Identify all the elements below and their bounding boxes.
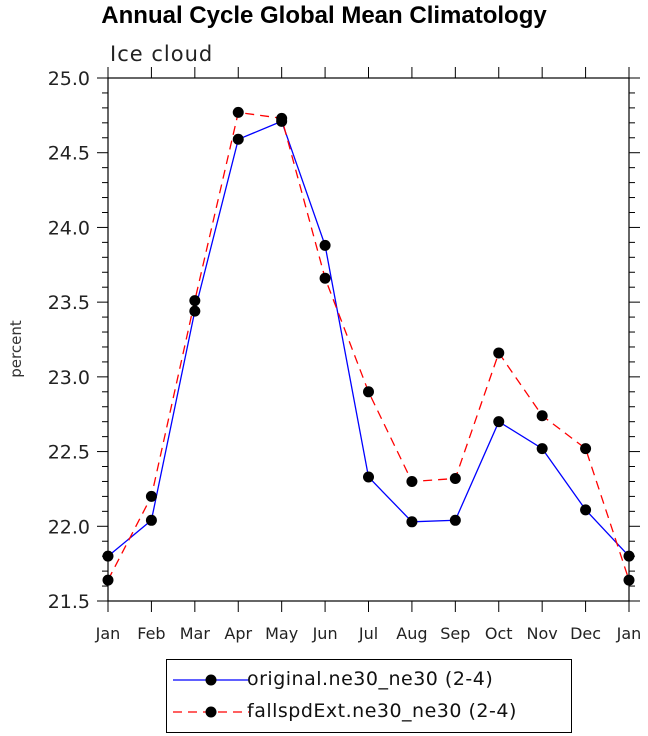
line-chart: 21.5 22.0 22.5 23.0 23.5 24.0 24.5 25.0 Jan Feb Ma… — [48, 67, 642, 643]
series-0-point — [319, 239, 331, 251]
series-1-point — [232, 106, 244, 118]
plot-frame — [107, 77, 630, 602]
legend: original.ne30_ne30 (2-4) fallspdExt.ne30… — [166, 659, 572, 733]
y-tick-label: 24.5 — [48, 143, 90, 165]
x-tick-label: Feb — [137, 624, 165, 643]
series-1-point — [406, 475, 418, 487]
x-tick-label: Sep — [440, 624, 470, 643]
series-1-point — [363, 386, 374, 398]
series-1-point — [449, 472, 461, 484]
series-0-point — [406, 516, 418, 528]
legend-marker-original — [205, 674, 217, 686]
y-tick-label: 23.0 — [48, 367, 90, 389]
chart-title: Annual Cycle Global Mean Climatology — [101, 2, 547, 29]
x-tick-label: Mar — [180, 624, 211, 643]
series-0-point — [449, 514, 461, 526]
x-tick-label: Jun — [312, 624, 338, 643]
x-tick-label: Dec — [570, 624, 601, 643]
x-tick-label: Oct — [485, 624, 513, 643]
legend-swatch-fallspdext — [173, 706, 249, 718]
legend-label-original: original.ne30_ne30 (2-4) — [247, 668, 494, 690]
legend-label-fallspdext: fallspdExt.ne30_ne30 (2-4) — [247, 700, 517, 722]
chart-subtitle: Ice cloud — [110, 42, 214, 66]
series-1-point — [276, 112, 288, 124]
series-0-point — [536, 443, 548, 455]
series-0-point — [232, 133, 244, 145]
series-0-point — [493, 416, 505, 428]
series-1-point — [580, 443, 592, 455]
legend-item-original: original.ne30_ne30 (2-4) — [167, 666, 571, 696]
y-tick-label: 25.0 — [48, 68, 90, 90]
series-1-point — [493, 347, 505, 359]
series-1-point — [102, 574, 114, 586]
y-tick-label: 22.0 — [48, 516, 90, 538]
x-tick-label: Aug — [396, 624, 427, 643]
legend-swatch-original — [173, 674, 249, 686]
y-tick-label: 22.5 — [48, 442, 90, 464]
x-tick-label: Jul — [358, 624, 378, 643]
series-0-point — [189, 305, 201, 317]
series-0-point — [363, 471, 374, 483]
y-tick-label: 21.5 — [48, 591, 90, 613]
series-1-point — [319, 272, 331, 284]
series-1-point — [623, 574, 635, 586]
series-0-point — [580, 504, 592, 516]
series-line-1 — [107, 111, 630, 581]
y-tick-label: 24.0 — [48, 217, 90, 239]
series-1-point — [189, 295, 201, 307]
series-0-point — [623, 550, 635, 562]
x-tick-label: Jan — [95, 624, 121, 643]
series-1-point — [536, 410, 548, 422]
x-tick-label: Apr — [224, 624, 252, 643]
legend-item-fallspdext: fallspdExt.ne30_ne30 (2-4) — [167, 698, 571, 728]
legend-marker-fallspdext — [205, 706, 217, 718]
x-tick-label: Nov — [527, 624, 558, 643]
x-tick-label: May — [265, 624, 298, 643]
series-0-point — [102, 550, 114, 562]
x-tick-label: Jan — [616, 624, 642, 643]
y-tick-label: 23.5 — [48, 292, 90, 314]
series-0-point — [145, 514, 157, 526]
series-1-point — [145, 490, 157, 502]
